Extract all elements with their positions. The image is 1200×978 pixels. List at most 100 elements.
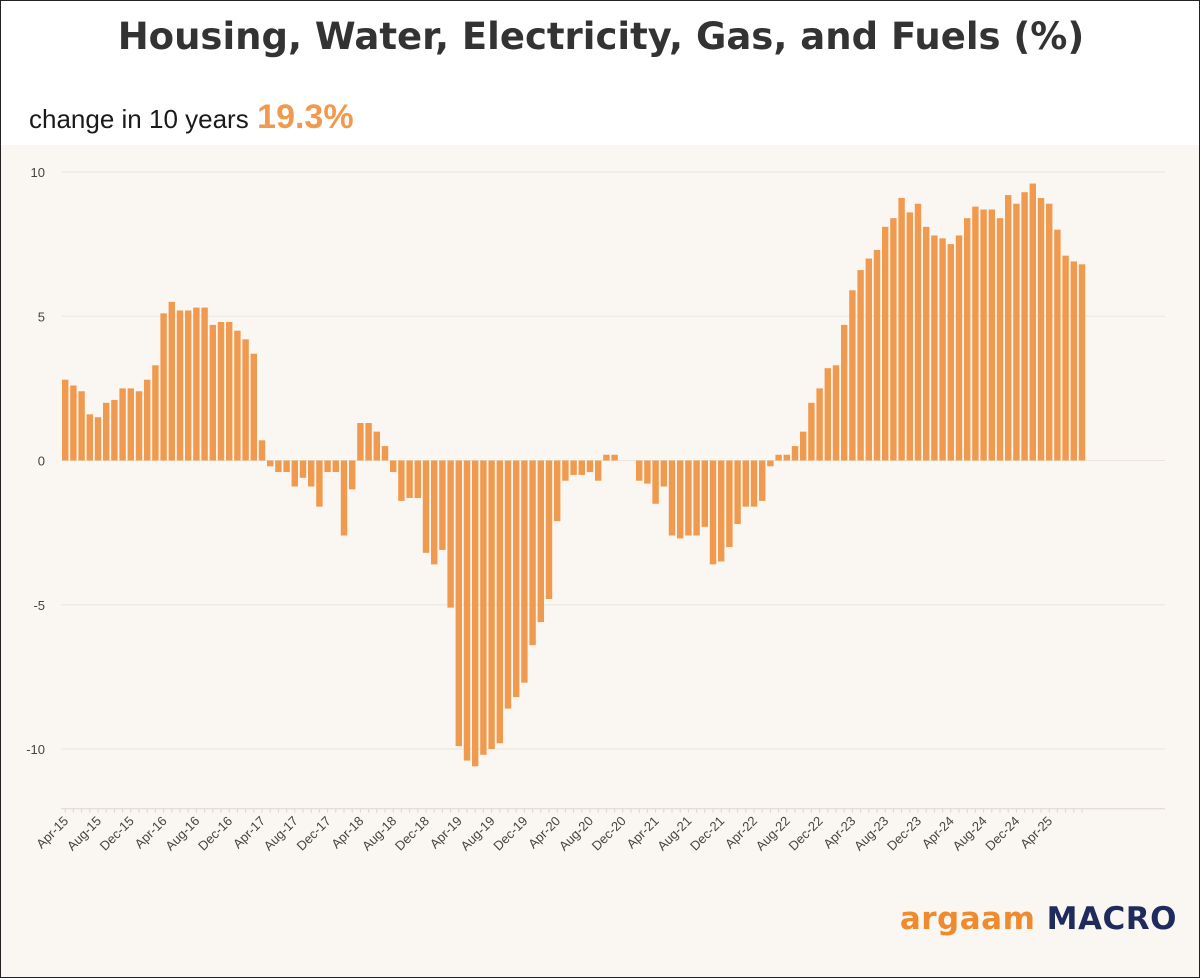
bar <box>299 460 307 478</box>
x-tick-label: Dec-24 <box>982 813 1022 853</box>
bar <box>168 301 175 461</box>
bar <box>939 238 946 461</box>
bar <box>890 218 897 461</box>
y-tick-label: 5 <box>38 309 45 324</box>
bar <box>349 460 356 490</box>
bar <box>914 203 922 461</box>
bar <box>1078 264 1086 461</box>
y-tick-label: -5 <box>33 598 45 613</box>
bar <box>513 460 520 698</box>
bar <box>193 307 200 461</box>
bar <box>537 460 544 623</box>
change-value: 19.3% <box>257 98 354 136</box>
bar <box>373 431 380 461</box>
bar <box>750 460 758 507</box>
chart-title: Housing, Water, Electricity, Gas, and Fu… <box>117 15 1085 58</box>
x-tick-label: Aug-24 <box>949 813 989 853</box>
bar <box>414 460 421 498</box>
x-tick-label: Aug-19 <box>457 813 497 853</box>
bar <box>521 460 528 683</box>
bar <box>824 368 831 461</box>
bar <box>1070 261 1077 461</box>
bar <box>808 402 815 461</box>
bar <box>554 460 561 522</box>
bar <box>324 460 331 473</box>
bar <box>135 391 143 461</box>
bar <box>570 460 577 475</box>
bar <box>152 365 159 461</box>
bar <box>545 460 553 599</box>
bar <box>800 431 807 461</box>
bar <box>127 388 134 461</box>
bar <box>718 460 725 562</box>
logo-macro: MACRO <box>1046 901 1177 937</box>
bar <box>439 460 446 550</box>
bar <box>636 460 643 481</box>
bar <box>841 324 848 461</box>
x-tick-label: Aug-22 <box>753 813 793 853</box>
bar <box>431 460 438 565</box>
bar <box>472 460 479 767</box>
y-tick-label: 0 <box>38 454 45 469</box>
bar <box>1062 255 1069 461</box>
bar <box>275 460 282 473</box>
bar <box>644 460 651 484</box>
bar <box>972 206 979 461</box>
bar <box>652 460 659 504</box>
bar <box>488 460 495 749</box>
bar <box>406 460 413 498</box>
bar <box>308 460 315 487</box>
bar <box>726 460 733 548</box>
bar-layer <box>62 183 1086 767</box>
bar <box>529 460 536 646</box>
bar <box>988 209 995 461</box>
x-tick-label: Dec-23 <box>884 813 924 853</box>
bar <box>250 353 257 461</box>
bar <box>898 197 905 461</box>
x-tick-label: Aug-16 <box>162 813 202 853</box>
bar <box>742 460 749 507</box>
bar <box>201 307 208 461</box>
bar <box>1037 197 1045 461</box>
bar <box>923 226 930 461</box>
bar <box>291 460 298 487</box>
bar <box>709 460 717 565</box>
bar <box>86 414 93 461</box>
bar <box>578 460 585 475</box>
bar <box>267 460 274 467</box>
bar <box>480 460 487 755</box>
bar <box>980 209 987 461</box>
bar <box>209 324 216 461</box>
bar <box>357 423 364 461</box>
x-tick-label: Aug-20 <box>556 813 596 853</box>
bar <box>217 322 225 461</box>
subtitle-band <box>1 81 1199 145</box>
bar <box>226 322 233 461</box>
bar <box>783 454 790 461</box>
bar <box>865 258 872 461</box>
bar <box>332 460 339 473</box>
y-tick-label: -10 <box>26 742 45 757</box>
x-tick-label: Apr-25 <box>1017 813 1055 851</box>
bar <box>94 417 102 461</box>
bar <box>463 460 471 761</box>
bar <box>422 460 430 553</box>
bar <box>562 460 569 481</box>
bar <box>1029 183 1036 461</box>
bar <box>160 313 167 461</box>
bar <box>906 212 913 461</box>
x-tick-label: Dec-17 <box>293 813 333 853</box>
bar <box>176 310 184 461</box>
bar <box>283 460 290 473</box>
bar <box>144 379 151 461</box>
bar <box>103 402 110 461</box>
bar <box>78 391 85 461</box>
bar <box>668 460 676 536</box>
bar <box>316 460 323 507</box>
x-tick-label: Dec-20 <box>589 813 629 853</box>
bar <box>767 460 774 467</box>
x-tick-label: Dec-16 <box>195 813 235 853</box>
bar <box>996 218 1004 461</box>
bar <box>398 460 405 501</box>
